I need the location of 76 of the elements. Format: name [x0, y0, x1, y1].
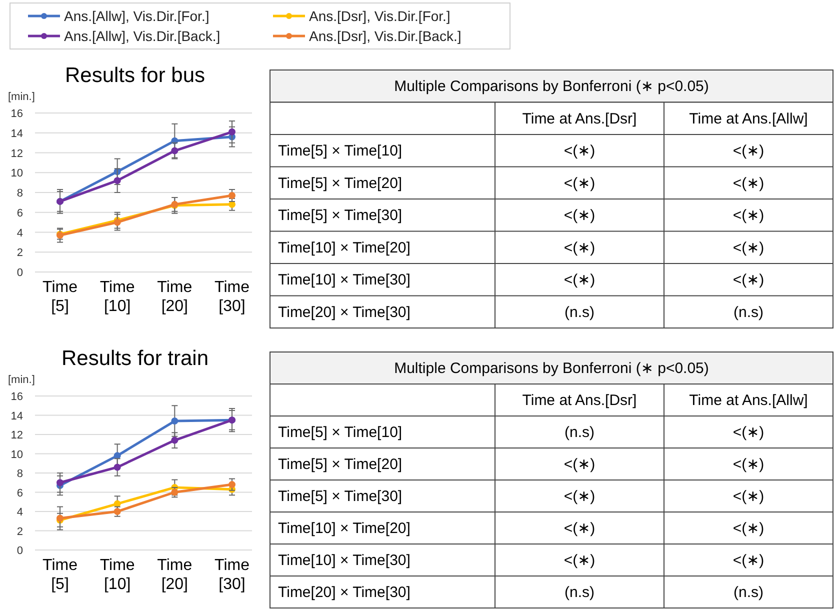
- category-label: Time[5] × Time[20]: [278, 174, 402, 192]
- y-axis-title: [min.]: [8, 91, 35, 103]
- text: <(∗): [564, 520, 596, 537]
- text: (n.s): [564, 584, 594, 601]
- text: <(∗): [564, 207, 596, 224]
- y-tick-label: 6: [16, 207, 23, 220]
- y-axis-title: [min.]: [8, 374, 35, 386]
- y-tick-label: 10: [10, 168, 23, 180]
- y-tick-label: 16: [10, 108, 23, 120]
- legend-label: Ans.[Allw], Vis.Dir.[For.]: [64, 8, 210, 24]
- text: <(∗): [564, 456, 596, 473]
- category-label: Time at Ans.[Dsr]: [522, 110, 637, 128]
- y-tick-label: 8: [16, 468, 23, 480]
- y-tick-label: 8: [16, 188, 23, 200]
- x-tick-label: Time [5]: [42, 279, 78, 315]
- legend-label: Ans.[Dsr], Vis.Dir.[Back.]: [309, 28, 462, 44]
- category-label: Time[5] × Time[30]: [278, 207, 402, 224]
- x-tick-label: Time [5]: [42, 557, 78, 593]
- chart-title: Results for bus: [64, 64, 206, 87]
- text: (n.s): [734, 584, 764, 601]
- text: <(∗): [732, 520, 764, 537]
- chart-title: Results for train: [61, 347, 209, 370]
- text: <(∗): [564, 239, 596, 256]
- y-tick-label: 16: [10, 391, 23, 403]
- category-label: Time[5] × Time[10]: [278, 142, 402, 160]
- category-label: Time[5] × Time[30]: [278, 488, 402, 505]
- y-tick-label: 12: [10, 148, 23, 160]
- y-tick-label: 14: [10, 410, 23, 422]
- category-label: Time at Ans.[Allw]: [689, 392, 808, 409]
- x-tick-label: Time [10]: [100, 557, 135, 593]
- x-tick-label: Time [20]: [157, 557, 192, 593]
- text: (n.s): [734, 304, 764, 321]
- text: <(∗): [732, 272, 764, 289]
- text: <(∗): [732, 424, 764, 441]
- y-tick-label: 2: [16, 247, 23, 260]
- legend-label: Ans.[Dsr], Vis.Dir.[For.]: [309, 8, 450, 24]
- text: <(∗): [732, 456, 764, 473]
- text: (n.s): [564, 304, 594, 321]
- text: <(∗): [732, 488, 764, 505]
- category-label: Time[10] × Time[30]: [278, 552, 410, 569]
- text: Multiple Comparisons by Bonferroni (∗ p<0.05): [394, 360, 709, 377]
- text: <(∗): [732, 552, 764, 569]
- y-tick-label: 0: [16, 267, 23, 279]
- y-tick-label: 4: [16, 227, 23, 240]
- y-tick-label: 0: [16, 545, 23, 557]
- category-label: Time at Ans.[Allw]: [689, 110, 808, 128]
- y-tick-label: 12: [10, 430, 23, 442]
- category-label: Time[10] × Time[20]: [278, 520, 410, 537]
- category-label: Time[5] × Time[10]: [278, 424, 402, 441]
- category-label: Time[5] × Time[20]: [278, 456, 402, 473]
- text: (n.s): [564, 424, 594, 441]
- x-tick-label: Time [10]: [100, 279, 135, 315]
- y-tick-label: 10: [10, 448, 23, 461]
- y-tick-label: 2: [16, 526, 23, 538]
- y-tick-label: 14: [10, 128, 23, 140]
- category-label: Time[10] × Time[30]: [278, 272, 410, 289]
- text: <(∗): [732, 174, 764, 192]
- category-label: Time at Ans.[Dsr]: [522, 392, 637, 409]
- text: <(∗): [732, 207, 764, 224]
- text: <(∗): [564, 142, 596, 160]
- x-tick-label: Time [30]: [214, 557, 250, 593]
- legend-label: Ans.[Allw], Vis.Dir.[Back.]: [64, 28, 220, 44]
- x-tick-label: Time [30]: [214, 279, 250, 315]
- text: <(∗): [732, 239, 764, 256]
- text: <(∗): [564, 174, 596, 192]
- text: Multiple Comparisons by Bonferroni (∗ p<0.05): [394, 78, 709, 96]
- text: <(∗): [732, 142, 764, 160]
- y-tick-label: 4: [16, 506, 23, 518]
- x-tick-label: Time [20]: [157, 279, 192, 315]
- category-label: Time[20] × Time[30]: [278, 584, 410, 601]
- category-label: Time[20] × Time[30]: [278, 304, 410, 321]
- category-label: Time[10] × Time[20]: [278, 239, 410, 256]
- text: <(∗): [564, 488, 596, 505]
- text: <(∗): [564, 272, 596, 289]
- text: <(∗): [564, 552, 596, 569]
- y-tick-label: 6: [16, 487, 23, 500]
